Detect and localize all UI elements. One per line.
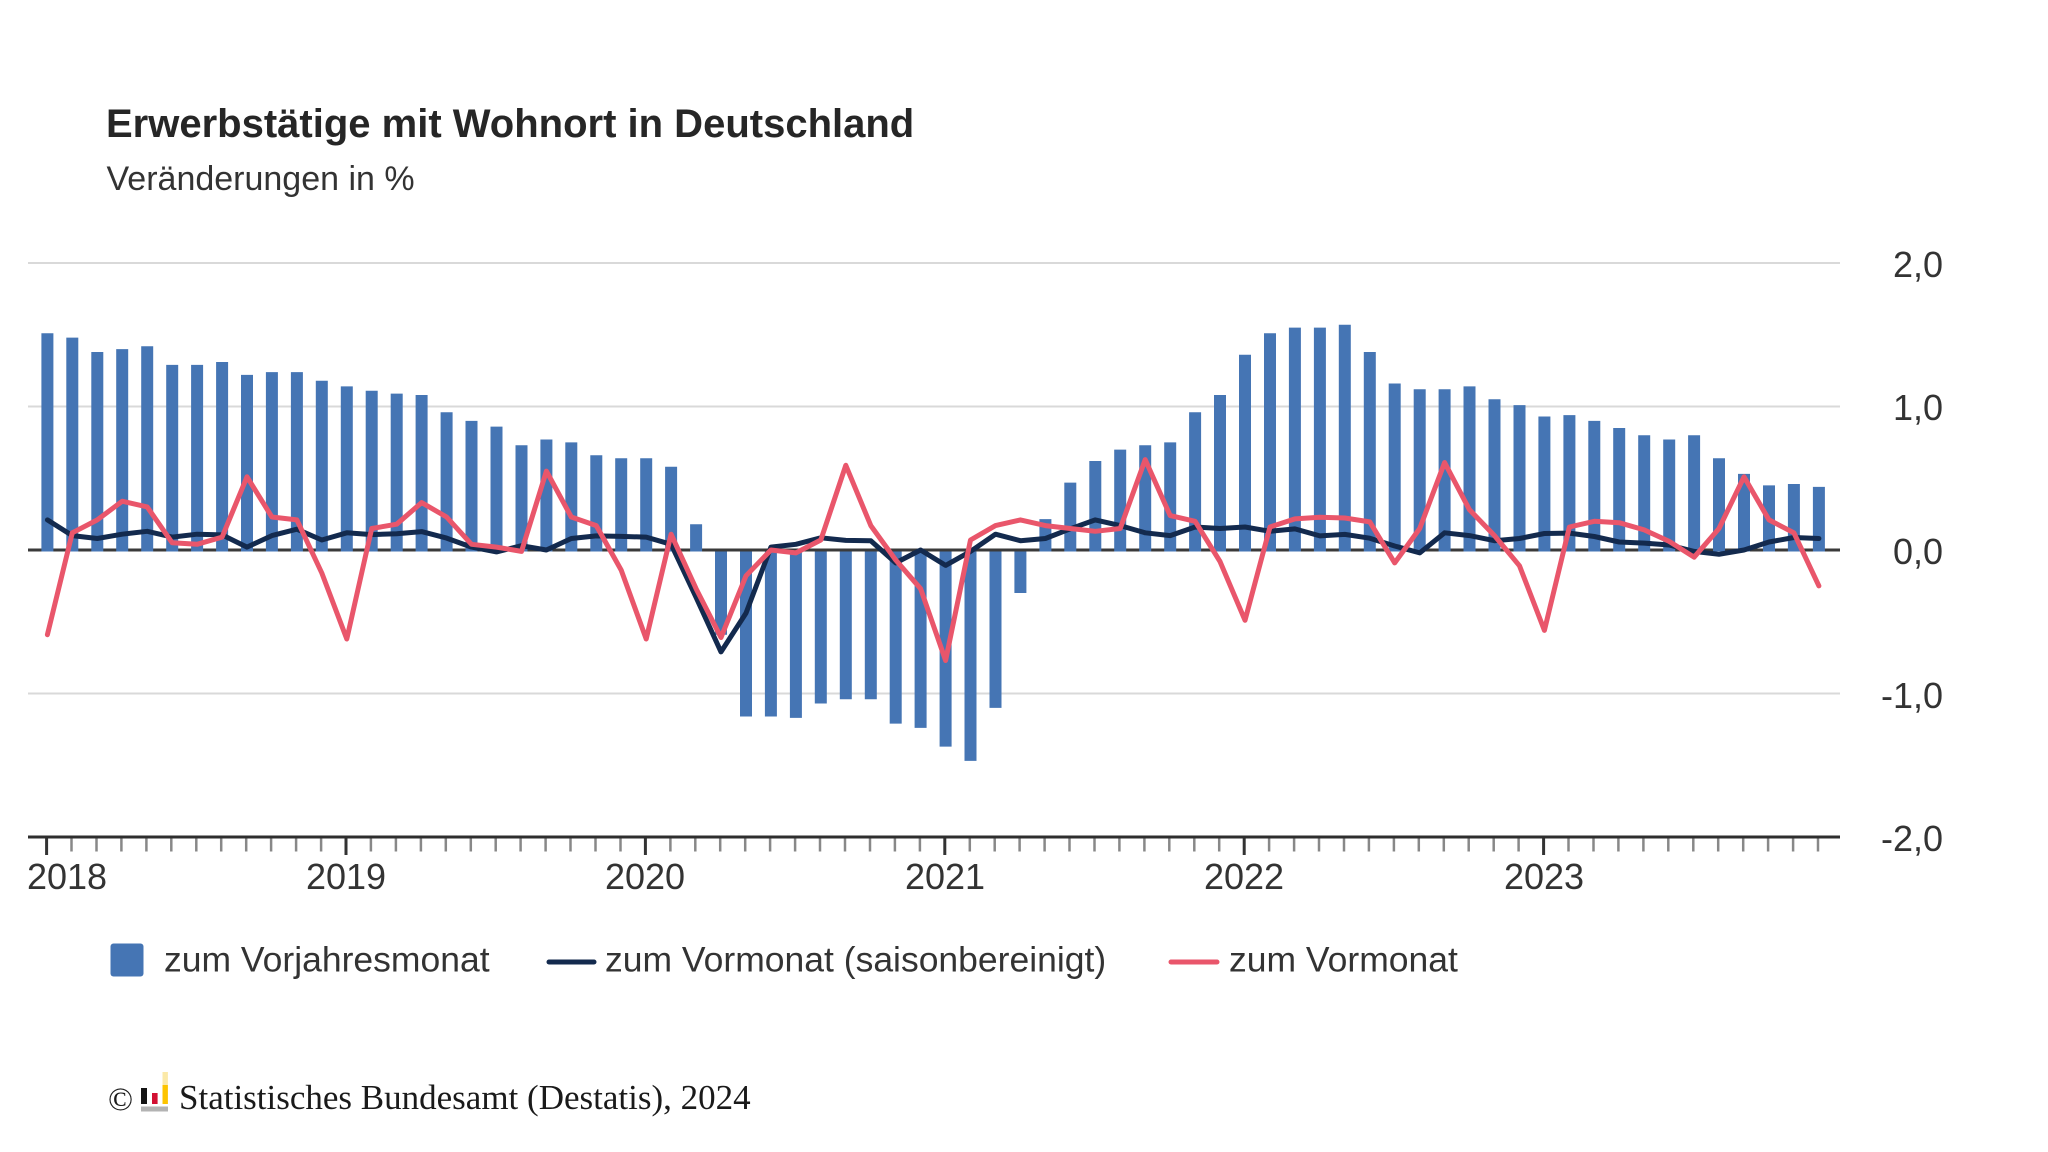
svg-text:Veränderungen in %: Veränderungen in % [107, 160, 415, 198]
svg-text:-2,0: -2,0 [1881, 818, 1943, 859]
svg-text:Erwerbstätige mit Wohnort in D: Erwerbstätige mit Wohnort in Deutschland [106, 102, 914, 146]
svg-text:©: © [108, 1082, 133, 1118]
svg-text:2018: 2018 [27, 856, 107, 897]
svg-text:2022: 2022 [1204, 856, 1284, 897]
svg-text:2020: 2020 [605, 856, 685, 897]
svg-text:2021: 2021 [905, 856, 985, 897]
svg-text:0,0: 0,0 [1893, 531, 1943, 572]
svg-text:zum Vormonat (saisonbereinigt): zum Vormonat (saisonbereinigt) [605, 940, 1106, 980]
svg-text:1,0: 1,0 [1893, 387, 1943, 428]
svg-text:zum Vormonat: zum Vormonat [1229, 940, 1458, 980]
svg-text:Statistisches Bundesamt (Desta: Statistisches Bundesamt (Destatis), 2024 [179, 1078, 751, 1117]
svg-text:2,0: 2,0 [1893, 244, 1943, 285]
svg-text:-1,0: -1,0 [1881, 675, 1943, 716]
svg-text:2023: 2023 [1504, 856, 1584, 897]
svg-text:zum Vorjahresmonat: zum Vorjahresmonat [164, 940, 490, 980]
svg-text:2019: 2019 [306, 856, 386, 897]
